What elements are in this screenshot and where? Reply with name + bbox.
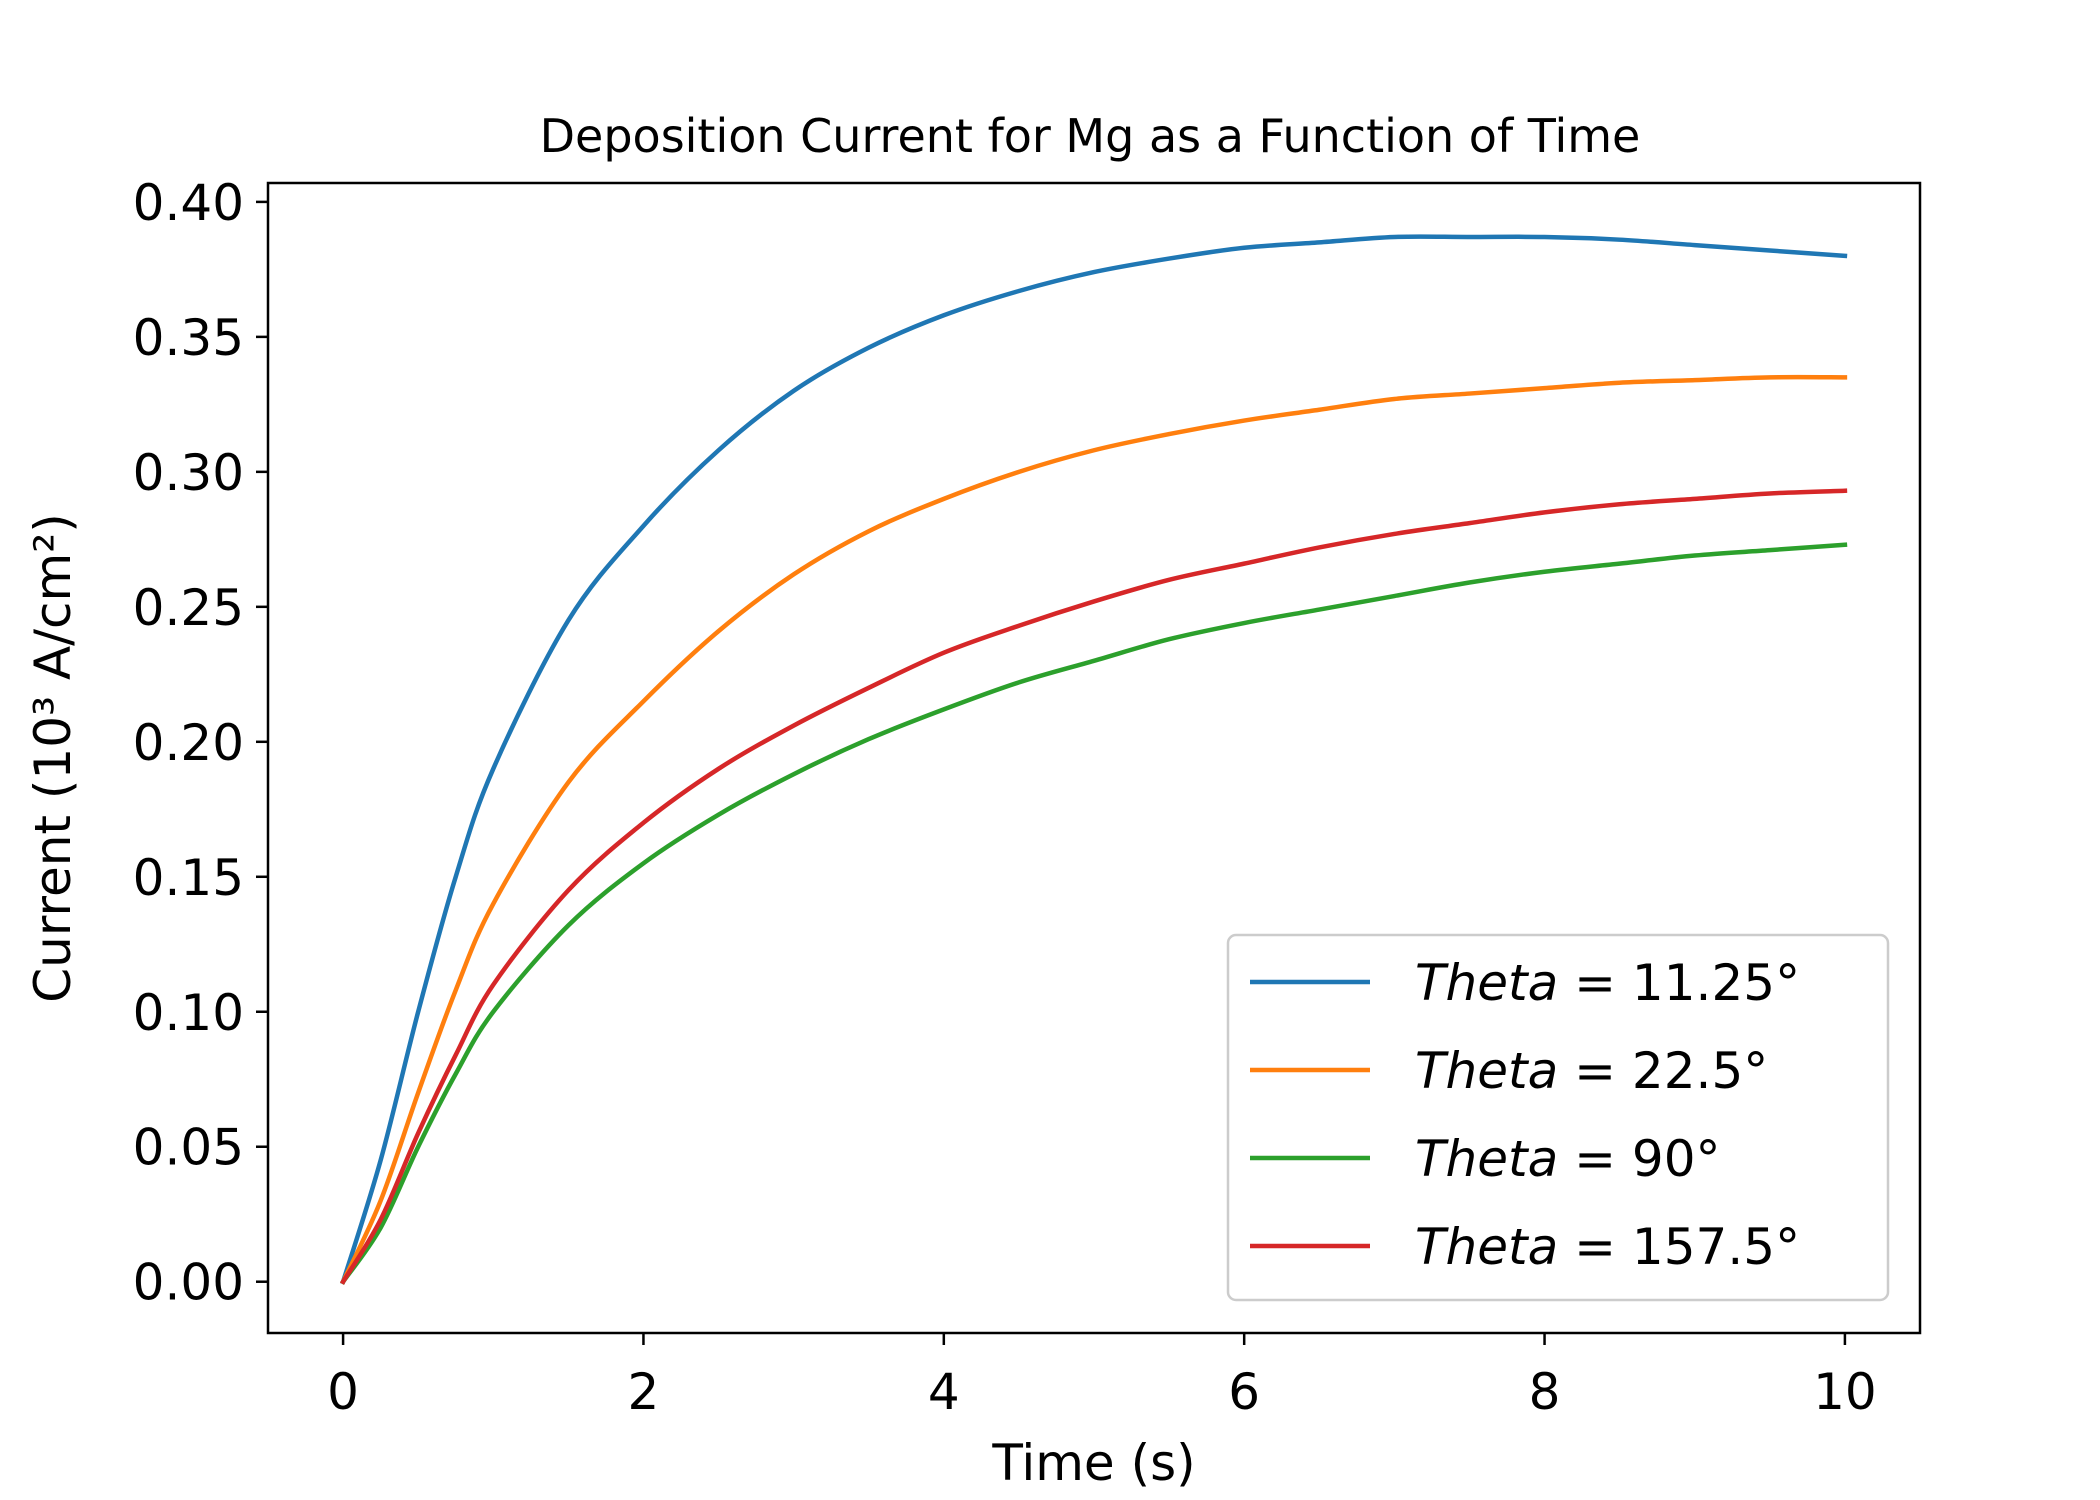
x-axis-label: Time (s) (991, 1434, 1195, 1492)
y-tick-label: 0.00 (133, 1254, 244, 1312)
x-tick-label: 10 (1813, 1363, 1877, 1421)
chart-title: Deposition Current for Mg as a Function … (540, 109, 1641, 163)
legend-label-2: Theta = 22.5° (1415, 1042, 1768, 1100)
y-tick-label: 0.25 (133, 579, 244, 637)
x-tick-label: 6 (1228, 1363, 1260, 1421)
x-axis: 0 2 4 6 8 10 (327, 1333, 1877, 1421)
legend-label-4: Theta = 157.5° (1415, 1218, 1800, 1276)
legend-label-1: Theta = 11.25° (1415, 954, 1800, 1012)
legend-label-3: Theta = 90° (1415, 1130, 1721, 1188)
series-line-2 (340, 374, 1848, 1285)
legend-frame (1226, 933, 1890, 1302)
y-tick-label: 0.35 (133, 309, 244, 367)
plot-frame (266, 181, 1922, 1335)
y-tick-label: 0.20 (133, 714, 244, 772)
x-tick-label: 4 (928, 1363, 960, 1421)
y-tick-label: 0.15 (133, 849, 244, 907)
y-tick-label: 0.05 (133, 1119, 244, 1177)
legend: Theta = 11.25° Theta = 22.5° Theta = 90° Th… (1226, 933, 1890, 1302)
series-line-1 (340, 234, 1848, 1285)
y-axis: 0.00 0.05 0.10 0.15 0.20 0.25 0.30 0.35 0.40 (133, 174, 268, 1312)
series-line-4 (340, 488, 1848, 1285)
y-tick-label: 0.40 (133, 174, 244, 232)
x-tick-label: 0 (327, 1363, 359, 1421)
x-tick-label: 8 (1529, 1363, 1561, 1421)
y-axis-label: Current (10³ A/cm²) (24, 513, 82, 1003)
series-line-3 (339, 542, 1848, 1285)
y-tick-label: 0.30 (133, 444, 244, 502)
y-tick-label: 0.10 (133, 984, 244, 1042)
x-tick-label: 2 (628, 1363, 660, 1421)
series-layer (339, 234, 1848, 1285)
